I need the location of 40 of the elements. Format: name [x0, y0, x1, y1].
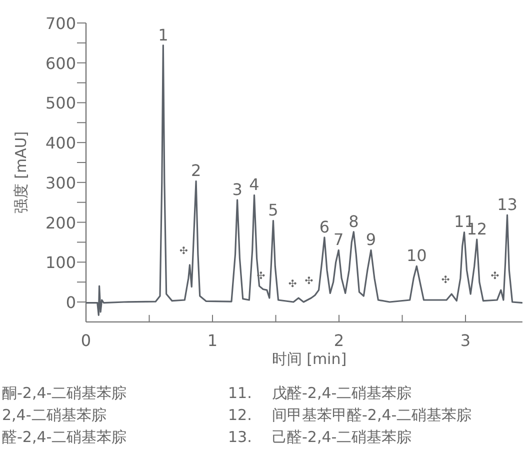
- text: 醛-2,4-二硝基苯腙: [2, 428, 127, 446]
- text: 12.: [228, 406, 252, 424]
- y-tick-label: 100: [45, 253, 76, 272]
- annotation: 7: [334, 230, 344, 250]
- y-tick-label: 300: [45, 173, 76, 192]
- annotation: ✣: [441, 275, 450, 286]
- annotation: 4: [249, 175, 260, 194]
- annotation: 13: [497, 195, 518, 214]
- annotation: ✣: [490, 271, 500, 282]
- text: 酮-2,4-二硝基苯腙: [2, 384, 127, 402]
- x-tick-label: 0: [80, 330, 92, 350]
- annotation: ✣: [304, 276, 314, 288]
- annotation: ✣: [288, 279, 297, 290]
- annotation: 9: [366, 230, 376, 250]
- x-tick-label: 2: [334, 330, 344, 350]
- y-tick-label: 700: [45, 14, 76, 33]
- x-tick-label: 3: [460, 330, 471, 350]
- y-tick-label: 600: [45, 54, 76, 73]
- annotation: 3: [232, 180, 242, 199]
- y-tick-label: 400: [45, 134, 76, 153]
- y-tick-label: 0: [66, 293, 76, 312]
- annotation: 1: [158, 25, 168, 44]
- text: 11.: [228, 384, 252, 402]
- annotation: 10: [406, 246, 427, 266]
- text: 13.: [228, 428, 252, 446]
- annotation: ✣: [180, 246, 188, 257]
- y-tick-label: 500: [45, 94, 76, 113]
- annotation: 8: [348, 212, 359, 231]
- annotation: 6: [319, 217, 330, 236]
- line-series: [85, 44, 524, 316]
- y-tick-label: 200: [45, 213, 76, 232]
- text: 己醛-2,4-二硝基苯腙: [272, 428, 412, 446]
- text: 2,4-二硝基苯腙: [2, 406, 106, 424]
- annotation: 2: [190, 161, 202, 180]
- annotation: 5: [268, 200, 278, 220]
- text: 戊醛-2,4-二硝基苯腙: [272, 384, 412, 402]
- y-axis-title: 强度 [mAU]: [12, 131, 30, 214]
- x-tick-label: 1: [207, 330, 218, 350]
- text: 间甲基苯甲醛-2,4-二硝基苯腙: [272, 406, 472, 424]
- x-axis-title: 时间 [min]: [272, 350, 347, 368]
